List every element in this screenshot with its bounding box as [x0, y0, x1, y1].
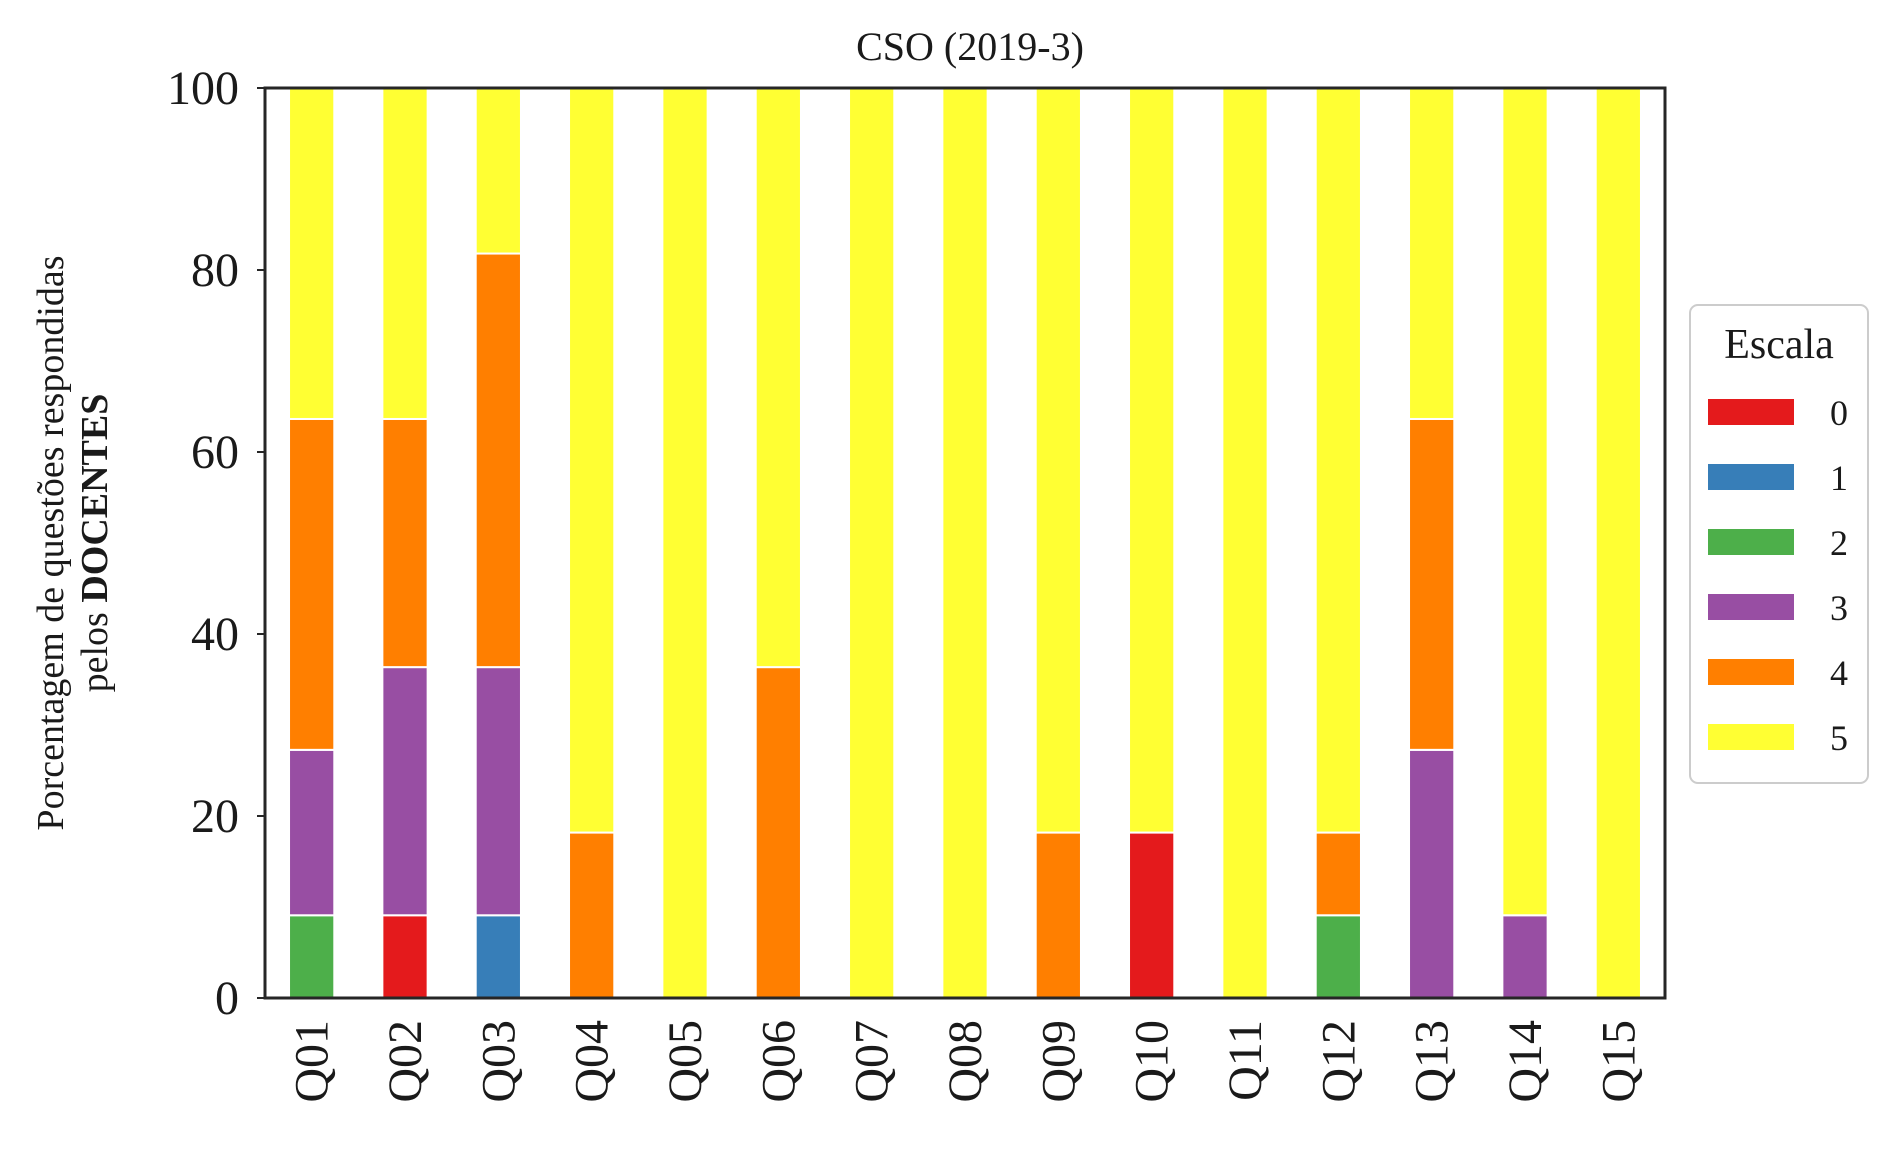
bar-Q12-scale-2 — [1314, 914, 1362, 1000]
legend-swatch-0 — [1708, 399, 1794, 425]
bar-Q14-scale-3 — [1501, 914, 1549, 1000]
bar-Q04-scale-4 — [568, 831, 616, 999]
bar-Q04-scale-5 — [568, 87, 616, 834]
x-tick-label-Q14: Q14 — [1499, 1020, 1552, 1103]
bar-Q01-scale-3 — [288, 748, 336, 917]
y-axis-label-line1: Porcentagem de questões respondidas — [30, 255, 72, 830]
bar-Q13-scale-5 — [1408, 87, 1456, 420]
y-axis-label-bold: DOCENTES — [74, 394, 116, 603]
x-tick-label-Q09: Q09 — [1032, 1020, 1085, 1103]
bar-Q02-scale-0 — [381, 914, 429, 1000]
y-tick-label: 80 — [191, 244, 239, 297]
x-tick-label-Q04: Q04 — [566, 1020, 619, 1103]
bar-Q13-scale-3 — [1408, 748, 1456, 1000]
x-tick-label-Q05: Q05 — [659, 1020, 712, 1103]
x-tick-label-Q10: Q10 — [1126, 1020, 1179, 1103]
bar-Q05-scale-5 — [661, 87, 709, 999]
legend-label-4: 4 — [1830, 653, 1848, 693]
bar-Q01-scale-2 — [288, 914, 336, 1000]
chart-title: CSO (2019-3) — [856, 24, 1084, 69]
bar-Q12-scale-5 — [1314, 87, 1362, 834]
y-tick-label: 20 — [191, 790, 239, 843]
legend-label-2: 2 — [1830, 523, 1848, 563]
legend-label-0: 0 — [1830, 393, 1848, 433]
legend-label-1: 1 — [1830, 458, 1848, 498]
bar-Q13-scale-4 — [1408, 417, 1456, 751]
bar-Q03-scale-1 — [474, 914, 522, 1000]
legend: Escala 0 1 2 3 4 5 — [1689, 304, 1869, 784]
legend-swatch-1 — [1708, 464, 1794, 490]
bar-Q10-scale-5 — [1128, 87, 1176, 834]
x-tick-label-Q01: Q01 — [286, 1020, 339, 1103]
bar-Q14-scale-5 — [1501, 87, 1549, 917]
bar-Q10-scale-0 — [1128, 831, 1176, 999]
legend-swatch-2 — [1708, 529, 1794, 555]
x-tick-label-Q11: Q11 — [1219, 1020, 1272, 1101]
bar-Q11-scale-5 — [1221, 87, 1269, 999]
bar-Q09-scale-4 — [1034, 831, 1082, 999]
legend-title: Escala — [1724, 322, 1834, 368]
bar-Q06-scale-4 — [754, 666, 802, 999]
x-tick-label-Q13: Q13 — [1406, 1020, 1459, 1103]
bar-Q15-scale-5 — [1594, 87, 1642, 999]
bar-Q12-scale-4 — [1314, 831, 1362, 917]
y-axis-label: Porcentagem de questões respondidas pelo… — [30, 255, 116, 830]
legend-label-3: 3 — [1830, 588, 1848, 628]
bars-group — [288, 87, 1642, 1000]
bar-Q02-scale-4 — [381, 417, 429, 669]
x-tick-label-Q12: Q12 — [1312, 1020, 1365, 1103]
y-tick-label: 100 — [167, 62, 239, 115]
bar-Q01-scale-5 — [288, 87, 336, 420]
legend-swatch-3 — [1708, 594, 1794, 620]
bar-Q08-scale-5 — [941, 87, 989, 999]
x-axis: Q01 Q02 Q03 Q04 Q05 Q06 Q07 Q08 Q09 Q10 Q11 Q12 Q13 Q… — [286, 1020, 1646, 1103]
x-tick-label-Q02: Q02 — [379, 1020, 432, 1103]
y-tick-label: 0 — [215, 972, 239, 1025]
y-tick-label: 40 — [191, 608, 239, 661]
x-tick-label-Q06: Q06 — [752, 1020, 805, 1103]
bar-Q01-scale-4 — [288, 417, 336, 751]
y-axis-label-line2: pelos DOCENTES — [74, 394, 116, 693]
y-axis: 0 20 40 60 80 100 — [167, 62, 265, 1025]
x-tick-label-Q15: Q15 — [1592, 1020, 1645, 1103]
bar-Q02-scale-5 — [381, 87, 429, 420]
x-tick-label-Q07: Q07 — [846, 1020, 899, 1103]
bar-Q02-scale-3 — [381, 666, 429, 917]
y-axis-label-prefix: pelos — [74, 603, 116, 693]
legend-items: 0 1 2 3 4 5 — [1708, 393, 1848, 758]
bar-Q03-scale-5 — [474, 87, 522, 255]
bar-Q06-scale-5 — [754, 87, 802, 669]
bar-Q03-scale-4 — [474, 252, 522, 669]
legend-swatch-4 — [1708, 659, 1794, 685]
legend-label-5: 5 — [1830, 718, 1848, 758]
x-tick-label-Q03: Q03 — [472, 1020, 525, 1103]
x-tick-label-Q08: Q08 — [939, 1020, 992, 1103]
bar-Q07-scale-5 — [848, 87, 896, 999]
y-tick-label: 60 — [191, 426, 239, 479]
legend-swatch-5 — [1708, 724, 1794, 750]
bar-Q03-scale-3 — [474, 666, 522, 917]
plot-frame — [263, 86, 1667, 1000]
bar-Q09-scale-5 — [1034, 87, 1082, 834]
